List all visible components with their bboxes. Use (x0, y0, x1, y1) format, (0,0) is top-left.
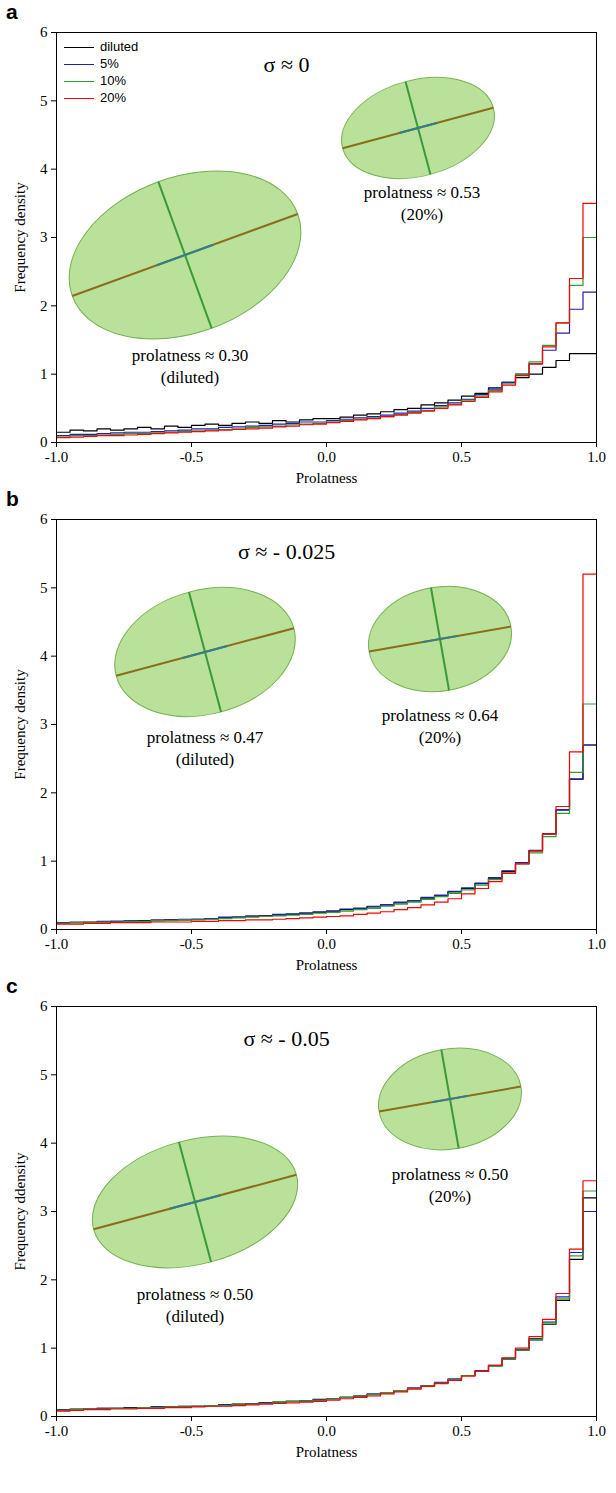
svg-text:3: 3 (40, 229, 48, 245)
html-text:(20%): (20%) (428, 1187, 472, 1206)
svg-text:0: 0 (40, 1408, 48, 1424)
svg-text:0.0: 0.0 (317, 1423, 336, 1439)
svg-text:3: 3 (40, 1203, 48, 1219)
html-text:prolatness ≈ 0.50: prolatness ≈ 0.50 (136, 1285, 254, 1304)
svg-text:1.0: 1.0 (587, 449, 606, 465)
html-text:10%: 10% (100, 73, 126, 88)
html-text:(diluted): (diluted) (160, 368, 220, 387)
svg-text:-1.0: -1.0 (45, 1423, 69, 1439)
svg-text:1: 1 (40, 853, 48, 869)
svg-text:-0.5: -0.5 (180, 936, 204, 952)
svg-text:Frequency density: Frequency density (12, 182, 28, 293)
svg-text:Prolatness: Prolatness (296, 470, 358, 486)
html-text:b: b (6, 487, 19, 510)
svg-text:5: 5 (40, 580, 48, 596)
svg-text:1: 1 (40, 1340, 48, 1356)
svg-text:0.5: 0.5 (452, 1423, 471, 1439)
svg-text:-1.0: -1.0 (45, 449, 69, 465)
html-text:5%: 5% (100, 56, 119, 71)
svg-text:5: 5 (40, 93, 48, 109)
html-text:prolatness ≈ 0.53: prolatness ≈ 0.53 (363, 183, 481, 202)
svg-text:2: 2 (40, 1272, 48, 1288)
svg-text:6: 6 (40, 511, 48, 527)
svg-text:0: 0 (40, 921, 48, 937)
svg-text:0.0: 0.0 (317, 936, 336, 952)
html-text:prolatness ≈ 0.30: prolatness ≈ 0.30 (131, 346, 249, 365)
svg-text:σ ≈ - 0.05: σ ≈ - 0.05 (243, 1026, 329, 1051)
svg-text:-1.0: -1.0 (45, 936, 69, 952)
svg-text:0.5: 0.5 (452, 449, 471, 465)
svg-text:0: 0 (40, 434, 48, 450)
svg-text:-0.5: -0.5 (180, 1423, 204, 1439)
svg-text:4: 4 (40, 161, 48, 177)
html-text:prolatness ≈ 0.47: prolatness ≈ 0.47 (146, 728, 264, 747)
svg-text:σ ≈ 0: σ ≈ 0 (264, 52, 310, 77)
svg-text:6: 6 (40, 998, 48, 1014)
html-text:(diluted): (diluted) (165, 1307, 225, 1326)
svg-text:Frequency density: Frequency density (12, 669, 28, 780)
svg-text:Prolatness: Prolatness (296, 1444, 358, 1460)
html-text:a: a (6, 0, 18, 23)
svg-text:0.0: 0.0 (317, 449, 336, 465)
svg-text:3: 3 (40, 716, 48, 732)
svg-text:Prolatness: Prolatness (296, 957, 358, 973)
html-text:(diluted): (diluted) (175, 750, 235, 769)
svg-text:1: 1 (40, 366, 48, 382)
html-text:prolatness ≈ 0.64: prolatness ≈ 0.64 (381, 706, 499, 725)
svg-text:1.0: 1.0 (587, 1423, 606, 1439)
svg-text:5: 5 (40, 1067, 48, 1083)
svg-text:4: 4 (40, 648, 48, 664)
html-text:20%: 20% (100, 90, 126, 105)
html-text:c: c (6, 974, 18, 997)
svg-text:-0.5: -0.5 (180, 449, 204, 465)
html-text:diluted: diluted (100, 39, 139, 54)
html-text:(20%): (20%) (418, 728, 462, 747)
svg-text:4: 4 (40, 1135, 48, 1151)
svg-text:2: 2 (40, 785, 48, 801)
html-text:(20%): (20%) (400, 205, 444, 224)
svg-text:1.0: 1.0 (587, 936, 606, 952)
svg-text:σ ≈ - 0.025: σ ≈ - 0.025 (238, 539, 335, 564)
svg-text:Frequency ddensity: Frequency ddensity (12, 1152, 28, 1270)
svg-text:0.5: 0.5 (452, 936, 471, 952)
svg-text:6: 6 (40, 24, 48, 40)
svg-text:2: 2 (40, 298, 48, 314)
html-text:prolatness ≈ 0.50: prolatness ≈ 0.50 (391, 1165, 509, 1184)
